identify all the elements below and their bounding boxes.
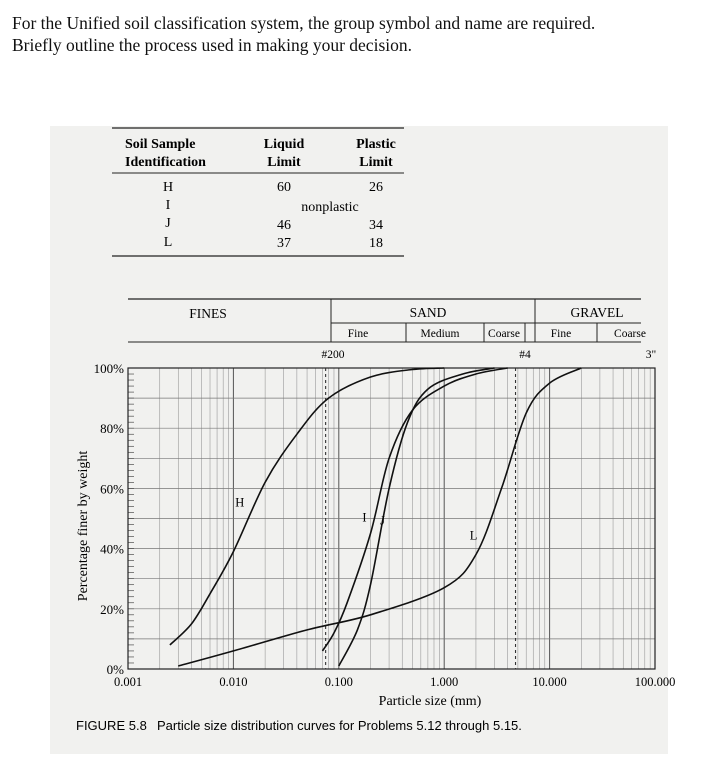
header-liquid-2: Limit bbox=[267, 155, 301, 170]
row-i-id: I bbox=[166, 198, 171, 213]
header-liquid-1: Liquid bbox=[264, 137, 305, 152]
label-sand-medium: Medium bbox=[421, 328, 460, 340]
header-sample-2: Identification bbox=[125, 155, 206, 170]
row-h-pl: 26 bbox=[369, 180, 383, 195]
x-axis: 0.001 0.010 0.100 1.000 10.000 100.000 bbox=[114, 675, 675, 689]
row-j-ll: 46 bbox=[277, 218, 291, 233]
sieve-200: #200 bbox=[322, 349, 345, 361]
row-l-id: L bbox=[164, 235, 173, 250]
header-sample-1: Soil Sample bbox=[125, 137, 195, 152]
figure-caption-text: Particle size distribution curves for Pr… bbox=[157, 718, 522, 733]
curve-labels: H I J L bbox=[235, 495, 477, 542]
y-tick-label: 20% bbox=[100, 602, 124, 617]
y-tick-label: 40% bbox=[100, 542, 124, 557]
row-i-note: nonplastic bbox=[301, 200, 359, 215]
curve-label-J: J bbox=[380, 514, 385, 528]
figure-caption-label: FIGURE 5.8 bbox=[76, 718, 147, 733]
curve-label-H: H bbox=[235, 495, 244, 509]
row-j-id: J bbox=[165, 216, 171, 231]
y-axis: 0%20%40%60%80%100% bbox=[94, 361, 125, 677]
label-gravel: GRAVEL bbox=[570, 305, 623, 320]
y-tick-label: 80% bbox=[100, 421, 124, 436]
x-tick-label: 0.100 bbox=[325, 675, 353, 689]
x-axis-title: Particle size (mm) bbox=[379, 694, 482, 709]
header-plastic-1: Plastic bbox=[356, 137, 396, 152]
y-tick-label: 100% bbox=[94, 361, 125, 376]
x-tick-label: 1.000 bbox=[430, 675, 458, 689]
x-tick-label: 0.010 bbox=[219, 675, 247, 689]
label-fines: FINES bbox=[189, 306, 227, 321]
sieve-4: #4 bbox=[519, 349, 531, 361]
curve-label-L: L bbox=[470, 529, 478, 543]
header-plastic-2: Limit bbox=[359, 155, 393, 170]
plot-grid bbox=[128, 368, 655, 669]
x-tick-label: 100.000 bbox=[635, 675, 676, 689]
size-class-header: FINES SAND GRAVEL Fine Medium Coarse Fin… bbox=[128, 299, 656, 361]
x-tick-label: 10.000 bbox=[532, 675, 566, 689]
label-sand-fine: Fine bbox=[348, 328, 368, 340]
row-l-pl: 18 bbox=[369, 236, 383, 251]
x-tick-label: 0.001 bbox=[114, 675, 142, 689]
sieve-3in: 3" bbox=[646, 349, 656, 361]
row-h-id: H bbox=[163, 180, 173, 195]
label-sand-coarse: Coarse bbox=[488, 328, 520, 340]
limits-table: Soil Sample Identification Liquid Limit … bbox=[112, 128, 404, 256]
label-sand: SAND bbox=[410, 305, 447, 320]
row-h-ll: 60 bbox=[277, 180, 291, 195]
label-gravel-coarse: Coarse bbox=[614, 328, 646, 340]
row-j-pl: 34 bbox=[369, 218, 383, 233]
label-gravel-fine: Fine bbox=[551, 328, 571, 340]
y-axis-title: Percentage finer by weight bbox=[76, 451, 91, 602]
curves bbox=[170, 368, 581, 666]
curve-label-I: I bbox=[362, 511, 366, 525]
y-tick-label: 60% bbox=[100, 481, 124, 496]
row-l-ll: 37 bbox=[277, 236, 291, 251]
